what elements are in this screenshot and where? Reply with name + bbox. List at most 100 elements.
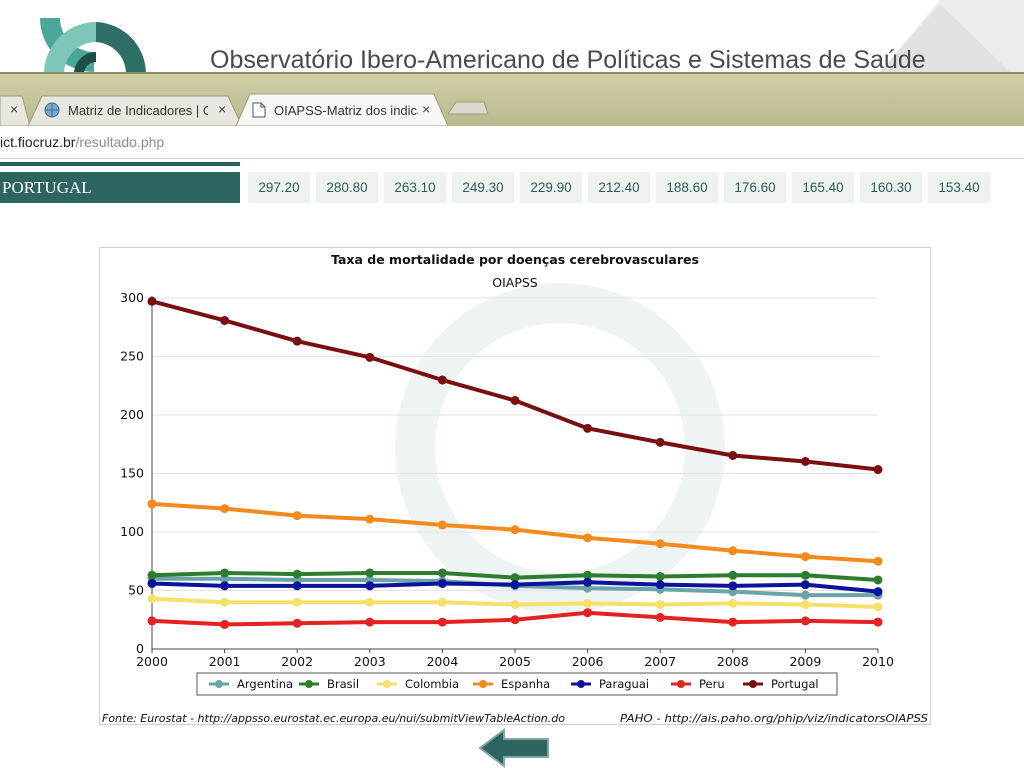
data-point (365, 581, 375, 591)
data-point (292, 581, 302, 591)
watermark-ring (395, 283, 725, 613)
table-cell: 229.90 (520, 172, 582, 203)
x-tick-label: 2010 (862, 654, 894, 669)
tab-matriz-indicadores[interactable]: Matriz de Indicadores | O × (42, 94, 232, 126)
tab-close-icon[interactable]: × (422, 101, 431, 117)
data-point (365, 617, 375, 627)
chart-title: Taxa de mortalidade por doenças cerebrov… (331, 252, 699, 267)
legend-label: Peru (699, 677, 725, 691)
data-point (292, 511, 302, 521)
data-point (292, 618, 302, 628)
data-point (728, 450, 738, 460)
tab-bar: × Matriz de Indicadores | O × OIAPSS-Mat… (0, 72, 1024, 128)
url-path: /resultado.php (75, 134, 165, 150)
x-tick-label: 2009 (789, 654, 821, 669)
x-tick-label: 2008 (717, 654, 749, 669)
data-point (437, 520, 447, 530)
table-cell: 153.40 (928, 172, 990, 203)
tab-close-icon[interactable]: × (10, 101, 19, 117)
data-point (728, 546, 738, 556)
data-point (655, 600, 665, 610)
data-point (292, 569, 302, 579)
url-domain: ict.fiocruz.br (0, 134, 76, 150)
data-point (365, 568, 375, 578)
tab-previous[interactable]: × (0, 94, 30, 126)
legend-marker (749, 680, 757, 688)
source-note-right: PAHO - http://ais.paho.org/phip/viz/indi… (620, 712, 928, 724)
data-point (220, 597, 230, 607)
data-point (583, 533, 593, 543)
data-point (728, 617, 738, 627)
data-point (800, 590, 810, 600)
data-point (292, 336, 302, 346)
tab-label: Matriz de Indicadores | O (68, 103, 208, 118)
legend-marker (215, 680, 223, 688)
data-point (583, 577, 593, 587)
data-point (800, 456, 810, 466)
data-point (873, 617, 883, 627)
tab-oiapss-matriz[interactable]: OIAPSS-Matriz dos indica × (250, 94, 440, 126)
data-point (510, 615, 520, 625)
y-tick-label: 250 (120, 349, 144, 364)
data-point (583, 598, 593, 608)
data-point (220, 504, 230, 514)
data-point (292, 597, 302, 607)
table-row: PORTUGAL 297.20 280.80 263.10 249.30 229… (0, 172, 1024, 204)
legend-label: Colombia (405, 677, 459, 691)
table-cell: 297.20 (248, 172, 310, 203)
legend-label: Espanha (501, 677, 550, 691)
data-point (583, 570, 593, 580)
legend-marker (383, 680, 391, 688)
legend-marker (677, 680, 685, 688)
table-top-border (0, 162, 240, 166)
x-tick-label: 2000 (136, 654, 168, 669)
legend-box (196, 672, 838, 696)
country-cell: PORTUGAL (0, 172, 240, 203)
table-cell: 280.80 (316, 172, 378, 203)
data-point (728, 598, 738, 608)
data-point (655, 612, 665, 622)
table-cell: 188.60 (656, 172, 718, 203)
data-point (873, 587, 883, 597)
data-point (147, 594, 157, 604)
chart-container: Taxa de mortalidade por doenças cerebrov… (99, 247, 931, 725)
url-text[interactable]: ict.fiocruz.br/resultado.php (0, 134, 164, 150)
tab-label: OIAPSS-Matriz dos indica (274, 103, 418, 118)
data-point (437, 578, 447, 588)
y-tick-label: 50 (128, 583, 144, 598)
legend-marker (577, 680, 585, 688)
legend-marker (305, 680, 313, 688)
y-tick-label: 0 (136, 641, 144, 656)
data-point (220, 581, 230, 591)
tab-close-icon[interactable]: × (218, 101, 227, 117)
source-note-left: Fonte: Eurostat - http://appsso.eurostat… (102, 712, 565, 724)
y-tick-label: 300 (120, 290, 144, 305)
data-point (655, 539, 665, 549)
data-point (655, 571, 665, 581)
table-cell: 249.30 (452, 172, 514, 203)
back-arrow-icon[interactable] (478, 728, 552, 768)
data-point (510, 573, 520, 583)
table-cell: 176.60 (724, 172, 786, 203)
data-point (510, 600, 520, 610)
data-point (655, 437, 665, 447)
legend-label: Paraguai (599, 677, 649, 691)
data-point (220, 315, 230, 325)
page-title: Observatório Ibero-Americano de Política… (210, 46, 926, 74)
table-cell: 160.30 (860, 172, 922, 203)
x-tick-label: 2002 (281, 654, 313, 669)
data-point (437, 597, 447, 607)
x-tick-label: 2007 (644, 654, 676, 669)
table-cell: 165.40 (792, 172, 854, 203)
data-point (510, 395, 520, 405)
data-point (873, 556, 883, 566)
data-point (800, 600, 810, 610)
table-cell: 263.10 (384, 172, 446, 203)
address-bar[interactable]: ict.fiocruz.br/resultado.php (0, 126, 1024, 159)
page-icon (252, 102, 266, 118)
data-point (147, 296, 157, 306)
legend-label: Argentina (237, 677, 293, 691)
data-point (437, 568, 447, 578)
line-chart: Taxa de mortalidade por doenças cerebrov… (102, 252, 928, 724)
